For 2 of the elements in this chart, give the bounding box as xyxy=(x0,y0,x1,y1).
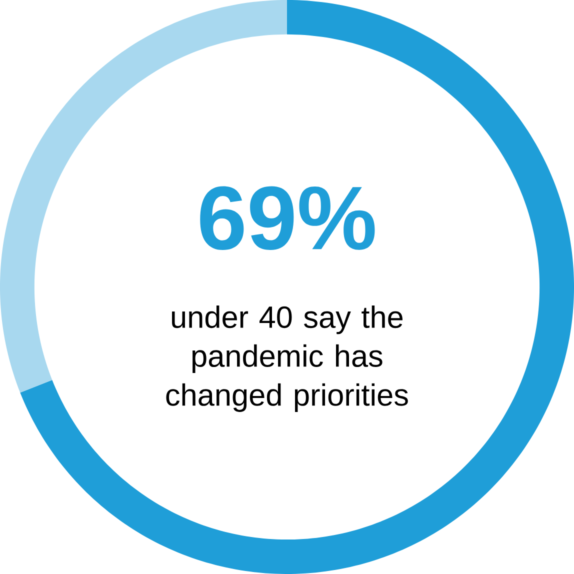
data-label: 69% xyxy=(200,186,375,250)
text: under 40 say the pandemic has changed priorities xyxy=(166,306,408,412)
